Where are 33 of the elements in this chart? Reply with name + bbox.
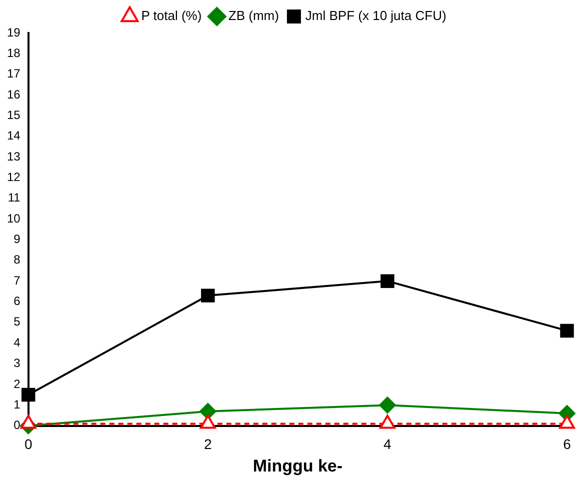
x-tick-label: 6 — [563, 436, 572, 452]
y-tick-label: 16 — [6, 87, 21, 102]
point — [21, 388, 36, 402]
y-tick-label: 2 — [14, 376, 21, 391]
x-axis-title: Minggu ke- — [252, 456, 343, 476]
y-tick-label: 9 — [14, 232, 21, 246]
y-tick-label: 5 — [14, 314, 21, 329]
y-tick-label: 19 — [6, 25, 21, 40]
y-tick-label: 7 — [14, 273, 21, 288]
y-tick-label: 12 — [6, 170, 21, 184]
y-tick-label: 13 — [6, 149, 21, 164]
y-tick-label: 0 — [14, 418, 21, 432]
y-tick-label: 11 — [8, 190, 21, 205]
x-tick-label: 2 — [204, 436, 212, 452]
y-tick-label: 8 — [14, 252, 21, 267]
y-tick-label: 3 — [14, 356, 21, 370]
y-tick-label: 1 — [14, 397, 21, 412]
y-tick-label: 10 — [6, 211, 21, 226]
y-tick-label: 6 — [14, 294, 21, 308]
y-tick-label: 15 — [6, 108, 21, 122]
legend-label: ZB (mm) — [228, 8, 279, 24]
point — [380, 274, 394, 288]
point — [201, 288, 215, 302]
legend-label: Jml BPF (x 10 juta CFU) — [305, 8, 446, 24]
y-tick-label: 17 — [6, 66, 21, 81]
x-tick-label: 0 — [24, 436, 32, 452]
y-tick-label: 14 — [6, 128, 21, 143]
y-tick-label: 4 — [14, 335, 21, 350]
legend-label: P total (%) — [141, 8, 202, 24]
point — [560, 324, 574, 338]
point — [378, 396, 396, 414]
y-tick-label: 18 — [6, 46, 21, 60]
x-tick-label: 4 — [384, 436, 392, 452]
